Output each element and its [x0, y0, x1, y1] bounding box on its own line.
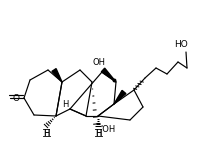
Text: H: H: [43, 129, 49, 138]
Text: H: H: [43, 129, 49, 138]
Text: H: H: [95, 129, 101, 138]
Text: OH: OH: [92, 58, 106, 67]
Polygon shape: [114, 90, 126, 104]
Polygon shape: [52, 69, 62, 82]
Text: 'OH: 'OH: [100, 125, 115, 134]
Text: H: H: [62, 99, 68, 108]
Text: H: H: [95, 129, 101, 138]
Text: HO: HO: [174, 39, 188, 49]
Text: O: O: [12, 93, 19, 103]
Polygon shape: [101, 68, 116, 82]
